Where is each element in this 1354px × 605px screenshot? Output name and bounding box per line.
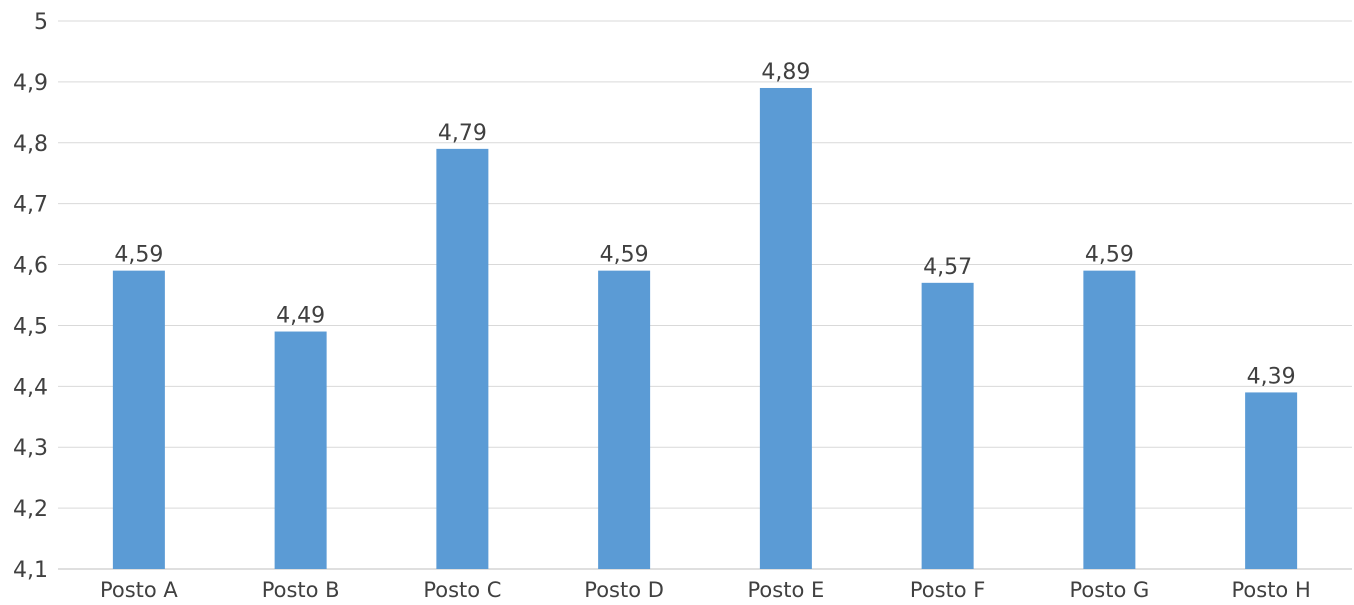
y-tick-label: 5	[34, 10, 48, 35]
category-label: Posto A	[100, 578, 178, 602]
bar-posto-f	[921, 282, 974, 569]
y-tick-label: 4,9	[13, 71, 48, 96]
y-tick-label: 4,3	[13, 436, 48, 461]
gridlines	[58, 20, 1352, 570]
bar-posto-d	[598, 270, 651, 569]
data-label: 4,39	[1247, 364, 1296, 389]
data-label: 4,59	[114, 243, 163, 268]
category-label: Posto F	[910, 578, 986, 602]
y-tick-label: 4,4	[13, 375, 48, 400]
y-tick-label: 4,7	[13, 193, 48, 218]
category-label: Posto E	[748, 578, 825, 602]
category-label: Posto B	[262, 578, 340, 602]
category-label: Posto H	[1231, 578, 1310, 602]
category-label: Posto D	[584, 578, 664, 602]
data-labels: 4,59 4,49 4,79 4,59 4,89 4,57 4,59 4,39	[114, 60, 1295, 389]
y-tick-label: 4,6	[13, 254, 48, 279]
data-label: 4,57	[923, 255, 972, 280]
x-axis-category-labels: Posto A Posto B Posto C Posto D Posto E Posto…	[100, 578, 1311, 602]
bar-posto-b	[274, 331, 327, 569]
y-tick-label: 4,1	[13, 558, 48, 583]
y-tick-label: 4,2	[13, 497, 48, 522]
bars	[112, 87, 1298, 569]
bar-posto-g	[1083, 270, 1136, 569]
bar-posto-e	[759, 87, 812, 569]
bar-posto-a	[112, 270, 165, 569]
data-label: 4,59	[1085, 243, 1134, 268]
bar-posto-h	[1245, 392, 1298, 569]
category-label: Posto C	[423, 578, 501, 602]
y-tick-label: 4,5	[13, 314, 48, 339]
data-label: 4,89	[761, 60, 810, 85]
category-label: Posto G	[1070, 578, 1150, 602]
y-axis-tick-labels: 4,1 4,2 4,3 4,4 4,5 4,6 4,7 4,8 4,9 5	[13, 10, 48, 583]
data-label: 4,79	[438, 121, 487, 146]
data-label: 4,49	[276, 304, 325, 329]
y-tick-label: 4,8	[13, 132, 48, 157]
bar-posto-c	[436, 148, 489, 569]
data-label: 4,59	[600, 243, 649, 268]
